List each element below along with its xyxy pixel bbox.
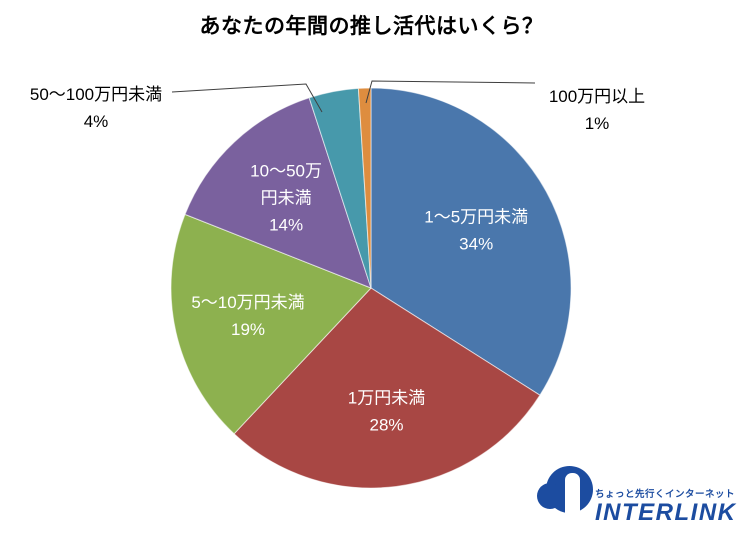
- outside-label-100plus-text: 100万円以上: [548, 87, 646, 106]
- outside-label-50-100-pct: 4%: [83, 112, 109, 131]
- interlink-logo-mark-icon: [537, 465, 595, 527]
- pie-slices: [170, 87, 572, 489]
- pie-slice-5: [357, 87, 372, 289]
- logo-white-bar-icon: [565, 473, 580, 524]
- pie-inside-labels: 1～5万円未満 34% 1万円未満 28% 5～10万円未満 19% 10～50万円未満 14…: [191, 162, 528, 435]
- logo-text-block: ちょっと先行くインターネット INTERLINK: [595, 486, 737, 527]
- outside-label-50-100: 50～100万円未満 4%: [12, 85, 180, 131]
- pie-slice-0: [370, 87, 572, 396]
- interlink-logo: ちょっと先行くインターネット INTERLINK: [537, 465, 737, 527]
- pie-slice-label-1: 1万円未満 28%: [348, 389, 425, 435]
- pie-slice-label-2: 5～10万円未満 19%: [191, 293, 304, 339]
- logo-circle-small-icon: [537, 483, 563, 509]
- chart-title: あなたの年間の推し活代はいくら？: [199, 15, 544, 38]
- pie-slice-label-3: 10～50万円未満 14%: [250, 162, 322, 235]
- pie-slice-2: [170, 213, 372, 435]
- pie-slice-label-0: 1～5万円未満 34%: [424, 208, 528, 254]
- outside-label-100plus: 100万円以上 1%: [532, 87, 662, 133]
- leader-line-100plus-icon: [365, 80, 536, 104]
- outside-label-100plus-pct: 1%: [584, 114, 610, 133]
- pie-slice-1: [233, 287, 541, 489]
- leader-line-50-100-icon: [171, 83, 323, 113]
- logo-tagline: ちょっと先行くインターネット: [595, 489, 736, 500]
- logo-brand: INTERLINK: [595, 499, 737, 526]
- outside-label-50-100-text: 50～100万円未満: [29, 85, 163, 104]
